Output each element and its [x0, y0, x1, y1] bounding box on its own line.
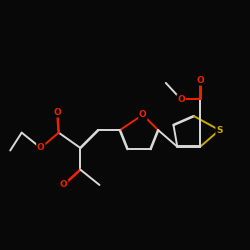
Text: O: O	[139, 110, 147, 119]
Text: S: S	[216, 126, 223, 134]
Text: O: O	[177, 95, 185, 104]
Text: O: O	[54, 108, 61, 117]
Text: O: O	[60, 180, 68, 190]
Text: O: O	[37, 144, 45, 152]
Text: O: O	[196, 76, 204, 85]
